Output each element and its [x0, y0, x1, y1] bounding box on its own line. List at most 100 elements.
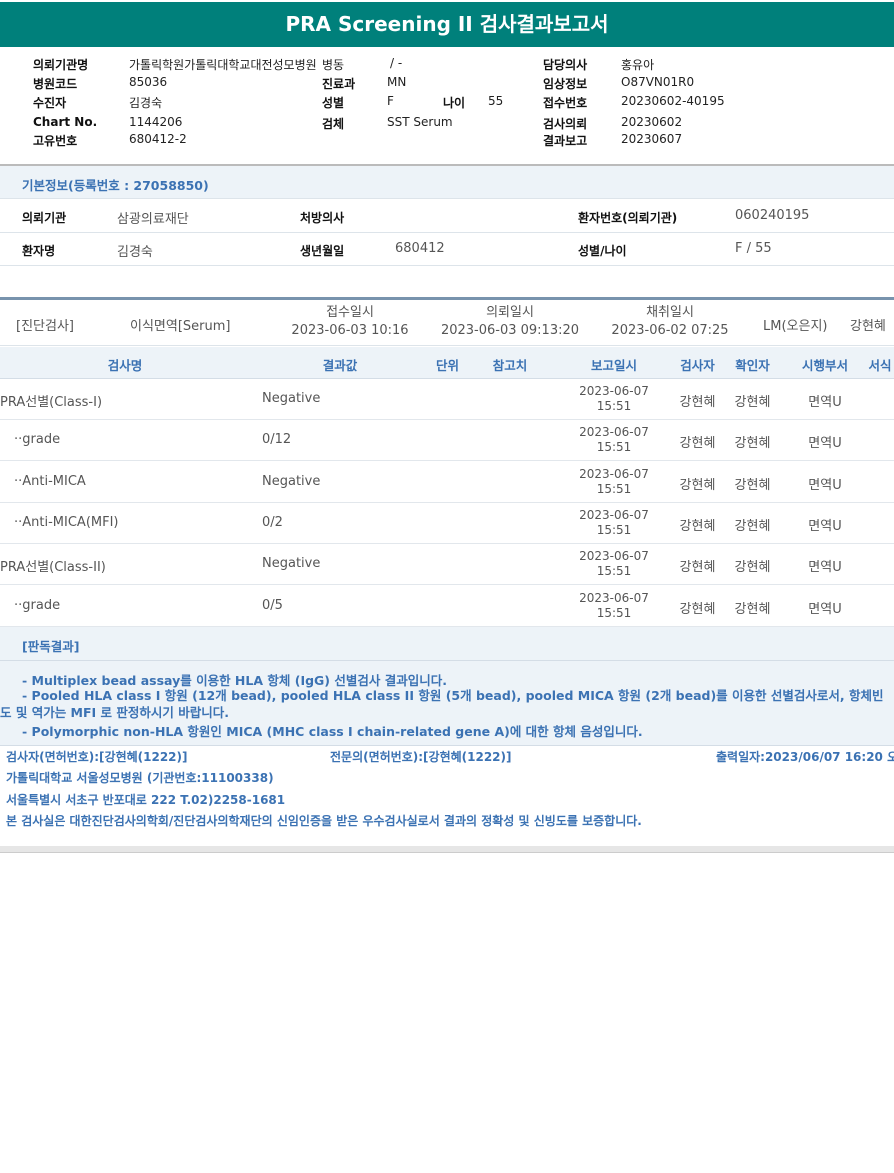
info-label: 임상정보 [543, 77, 588, 91]
results-table-header: 검사명 결과값 단위 참고치 보고일시 검사자 확인자 시행부서 서식 [0, 347, 894, 379]
performing-dept: 면역U [808, 560, 842, 576]
lm-name: LM(오은지) [763, 319, 828, 334]
info-value: 김경숙 [129, 96, 163, 110]
info-value: F [387, 94, 394, 108]
info-label: 나이 [443, 96, 466, 110]
basic-value: F / 55 [735, 241, 772, 256]
table-row[interactable]: ··grade 0/12 2023-06-07 15:51 강현혜 강현혜 면역U [0, 420, 894, 462]
basic-value: 삼광의료재단 [117, 212, 189, 227]
tester: 강현혜 [679, 560, 716, 576]
info-label: Chart No. [33, 115, 98, 129]
order-category: [진단검사] [16, 319, 74, 334]
report-time: 15:51 [596, 481, 632, 496]
report-time: 15:51 [596, 564, 632, 579]
verdict-line-3: - Polymorphic non-HLA 항원인 MICA (MHC clas… [22, 724, 643, 739]
column-header: 검사명 [107, 358, 143, 373]
result-value: Negative [262, 473, 321, 489]
table-row[interactable]: ··Anti-MICA Negative 2023-06-07 15:51 강현혜 강현혜… [0, 462, 894, 503]
performing-dept: 면역U [808, 601, 842, 617]
confirmer: 강현혜 [734, 477, 771, 493]
result-value: 0/12 [262, 432, 292, 448]
tech-name: 강현혜 [850, 319, 886, 334]
confirmer: 강현혜 [734, 436, 771, 452]
result-value: Negative [262, 556, 321, 572]
performing-dept: 면역U [808, 518, 842, 534]
info-label: 검사의뢰 [543, 117, 588, 131]
info-label: 고유번호 [33, 134, 78, 148]
report-date: 2023-06-07 [579, 425, 649, 440]
order-dept: 이식면역[Serum] [130, 319, 231, 334]
footer-address: 서울특별시 서초구 반포대로 222 T.02)2258-1681 [6, 793, 286, 807]
footer-specialist: 전문의(면허번호):[강현혜(1222)] [330, 750, 512, 764]
basic-label: 환자명 [22, 244, 56, 258]
test-name: ··Anti-MICA [14, 473, 86, 489]
performing-dept: 면역U [808, 477, 842, 493]
result-value: 0/2 [262, 514, 283, 530]
basic-value: 060240195 [735, 208, 810, 223]
requested-time: 2023-06-03 09:13:20 [440, 323, 580, 338]
report-date: 2023-06-07 [579, 549, 649, 564]
performing-dept: 면역U [808, 395, 842, 410]
test-name: ··grade [14, 597, 61, 613]
info-label: 병동 [322, 58, 345, 72]
info-value: / - [390, 56, 403, 70]
report-time: 15:51 [596, 399, 632, 413]
footer-printed: 출력일자:2023/06/07 16:20 오후 [716, 750, 894, 764]
info-value: O87VN01R0 [621, 75, 695, 89]
report-date: 2023-06-07 [579, 466, 649, 481]
tester: 강현혜 [679, 601, 716, 617]
info-value: 20230607 [621, 132, 683, 146]
result-value: Negative [262, 391, 321, 406]
column-header: 서식 [868, 358, 892, 373]
confirmer: 강현혜 [734, 601, 771, 617]
basic-info-row: 환자명 김경숙 생년월일 680412 성별/나이 F / 55 [0, 233, 894, 266]
info-value: 680412-2 [129, 132, 187, 146]
info-label: 검체 [322, 117, 345, 131]
column-header: 시행부서 [801, 358, 848, 373]
basic-info-header: 기본정보(등록번호 : 27058850) [0, 166, 894, 199]
basic-label: 처방의사 [300, 211, 345, 225]
info-label: 의뢰기관명 [33, 58, 89, 72]
basic-label: 환자번호(의뢰기관) [578, 211, 678, 225]
verdict-line-1: - Multiplex bead assay를 이용한 HLA 항체 (IgG)… [22, 673, 447, 688]
info-value: 85036 [129, 75, 168, 89]
info-value: MN [387, 75, 407, 89]
verdict-header: [판독결과] [22, 639, 80, 654]
verdict-section: [판독결과] - Multiplex bead assay를 이용한 HLA 항… [0, 627, 894, 745]
info-value: 1144206 [129, 115, 183, 129]
column-header: 검사자 [680, 358, 715, 373]
basic-label: 의뢰기관 [22, 211, 67, 225]
table-row[interactable]: ··grade 0/5 2023-06-07 15:51 강현혜 강현혜 면역U [0, 586, 894, 627]
info-label: 수진자 [33, 96, 67, 110]
basic-info-title: 기본정보(등록번호 : 27058850) [22, 178, 209, 193]
column-header: 결과값 [322, 358, 358, 373]
bottom-bar [0, 846, 894, 853]
footer-tester: 검사자(면허번호):[강현혜(1222)] [6, 750, 188, 764]
info-label: 접수번호 [543, 96, 588, 110]
tester: 강현혜 [679, 477, 716, 493]
test-name: PRA선별(Class-II) [0, 560, 106, 576]
footer-certification: 본 검사실은 대한진단검사의학회/진단검사의학재단의 신임인증을 받은 우수검사… [6, 814, 642, 828]
table-row[interactable]: ··Anti-MICA(MFI) 0/2 2023-06-07 15:51 강현혜 강현혜… [0, 503, 894, 544]
table-row[interactable]: PRA선별(Class-II) Negative 2023-06-07 15:51 강현… [0, 544, 894, 586]
confirmer: 강현혜 [734, 560, 771, 576]
confirmer: 강현혜 [734, 518, 771, 534]
report-date: 2023-06-07 [579, 384, 649, 398]
info-value: 가톨릭학원가톨릭대학교대전성모병원 [129, 58, 317, 72]
info-value: SST Serum [387, 115, 453, 129]
basic-value: 김경숙 [117, 245, 153, 260]
requested-label: 의뢰일시 [486, 305, 534, 320]
tester: 강현혜 [679, 395, 716, 410]
basic-label: 성별/나이 [578, 244, 627, 258]
test-name: PRA선별(Class-I) [0, 395, 103, 410]
report-time: 15:51 [596, 522, 632, 537]
report-date: 2023-06-07 [579, 590, 649, 605]
report-date: 2023-06-07 [579, 507, 649, 522]
report-time: 15:51 [596, 605, 632, 620]
table-row[interactable]: PRA선별(Class-I) Negative 2023-06-07 15:51 강현혜… [0, 379, 894, 420]
test-name: ··Anti-MICA(MFI) [14, 514, 119, 530]
basic-label: 생년월일 [300, 244, 345, 258]
info-value: 55 [488, 94, 504, 108]
basic-info-row: 의뢰기관 삼광의료재단 처방의사 환자번호(의뢰기관) 060240195 [0, 200, 894, 233]
section-divider [0, 297, 894, 300]
